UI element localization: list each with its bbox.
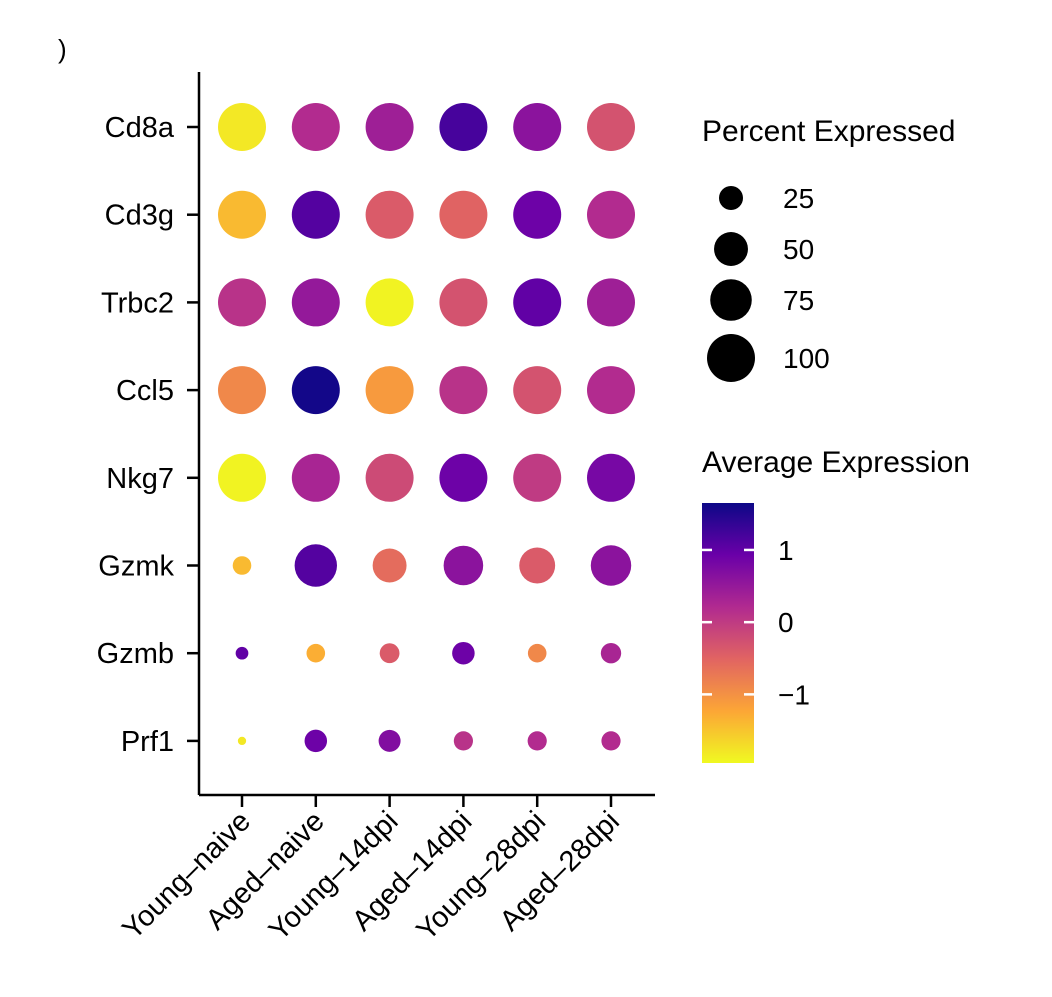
dot-prf1-young-14dpi: [378, 729, 401, 752]
color-bar-label-2: 1: [778, 535, 794, 566]
dot-cd3g-young-28dpi: [513, 190, 562, 239]
dot-prf1-aged-28dpi: [601, 731, 621, 751]
axes: [197, 72, 655, 797]
dot-ccl5-aged-14dpi: [439, 366, 488, 415]
dot-trbc2-young-14dpi: [365, 278, 414, 327]
gene-label-gzmb: Gzmb: [97, 638, 174, 670]
size-legend-title: Percent Expressed: [702, 115, 955, 148]
dot-ccl5-aged-naive: [291, 366, 340, 415]
x-ticks: Young–naiveAged–naiveYoung–14dpiAged–14d…: [116, 795, 626, 947]
group-label-young-28dpi: Young–28dpi: [411, 805, 553, 947]
size-legend-label-50: 50: [783, 234, 814, 265]
dot-ccl5-young-28dpi: [513, 366, 562, 415]
gene-label-cd3g: Cd3g: [105, 200, 174, 232]
dot-gzmk-young-naive: [232, 556, 252, 575]
size-legend-dot-25: [719, 186, 743, 210]
gene-label-prf1: Prf1: [121, 726, 174, 758]
size-legend-dot-50: [714, 232, 748, 266]
dot-nkg7-aged-14dpi: [439, 453, 488, 502]
dot-trbc2-aged-14dpi: [439, 278, 488, 327]
dot-gzmb-aged-14dpi: [452, 641, 475, 665]
dot-gzmk-young-14dpi: [372, 548, 407, 583]
size-legend-label-25: 25: [783, 183, 814, 214]
dot-prf1-young-28dpi: [527, 731, 547, 751]
dot-gzmk-aged-naive: [294, 544, 337, 587]
dot-cd3g-aged-14dpi: [439, 190, 488, 239]
dots: [218, 103, 635, 753]
dot-cd8a-young-14dpi: [365, 103, 414, 151]
color-bar-label-1: 0: [778, 607, 794, 638]
dot-ccl5-aged-28dpi: [587, 366, 635, 415]
size-legend-label-75: 75: [783, 285, 814, 316]
dot-cd3g-young-naive: [218, 190, 266, 239]
gene-label-nkg7: Nkg7: [106, 463, 174, 495]
dot-trbc2-aged-28dpi: [587, 278, 635, 327]
dot-gzmk-aged-28dpi: [590, 545, 632, 586]
dot-gzmb-young-naive: [235, 646, 249, 660]
group-label-young-14dpi: Young–14dpi: [263, 805, 405, 947]
dot-gzmb-aged-28dpi: [600, 643, 622, 664]
dot-trbc2-young-28dpi: [513, 278, 562, 327]
group-label-young-naive: Young–naive: [116, 805, 256, 945]
color-bar: [702, 503, 754, 763]
dot-gzmb-young-14dpi: [379, 643, 400, 664]
color-bar-label-0: −1: [778, 679, 810, 710]
dot-prf1-aged-naive: [304, 729, 328, 753]
gene-label-trbc2: Trbc2: [101, 287, 174, 319]
dot-cd8a-aged-naive: [291, 103, 340, 151]
y-ticks: Cd8a Cd3g Trbc2 Ccl5 Nkg7 Gzmk Gzmb Prf1: [97, 112, 199, 758]
dot-cd3g-aged-28dpi: [587, 190, 635, 239]
dot-nkg7-young-naive: [218, 453, 266, 502]
color-legend: Average Expression −1 0 1: [702, 446, 970, 763]
dot-cd8a-young-naive: [218, 103, 266, 151]
dot-nkg7-young-14dpi: [365, 453, 414, 502]
dot-cd3g-aged-naive: [291, 190, 340, 239]
dot-cd8a-aged-14dpi: [439, 103, 488, 151]
dot-cd8a-aged-28dpi: [587, 103, 635, 151]
dot-prf1-aged-14dpi: [453, 731, 473, 751]
dot-nkg7-aged-naive: [291, 453, 340, 502]
size-legend-dot-100: [707, 334, 755, 382]
gene-label-ccl5: Ccl5: [116, 375, 174, 407]
color-legend-title: Average Expression: [702, 446, 970, 479]
color-bar-ticks: −1 0 1: [702, 535, 810, 710]
dot-nkg7-aged-28dpi: [587, 453, 635, 502]
dot-gzmb-young-28dpi: [527, 643, 547, 663]
size-legend: Percent Expressed 25 50 75 100: [702, 115, 955, 382]
gene-label-gzmk: Gzmk: [98, 551, 174, 583]
size-legend-label-100: 100: [783, 343, 830, 374]
size-legend-dot-75: [710, 279, 752, 321]
dot-cd8a-young-28dpi: [513, 103, 562, 151]
gene-label-cd8a: Cd8a: [105, 112, 175, 144]
dot-trbc2-aged-naive: [291, 278, 340, 327]
panel-mark: ): [58, 34, 67, 64]
dot-ccl5-young-14dpi: [365, 366, 414, 415]
dot-gzmb-aged-naive: [306, 643, 326, 663]
dot-cd3g-young-14dpi: [365, 190, 414, 239]
dot-gzmk-aged-14dpi: [443, 545, 484, 586]
dot-prf1-young-naive: [237, 736, 247, 746]
dot-nkg7-young-28dpi: [513, 453, 562, 502]
dot-ccl5-young-naive: [218, 366, 266, 415]
dot-trbc2-young-naive: [218, 278, 266, 327]
dot-gzmk-young-28dpi: [519, 547, 556, 584]
